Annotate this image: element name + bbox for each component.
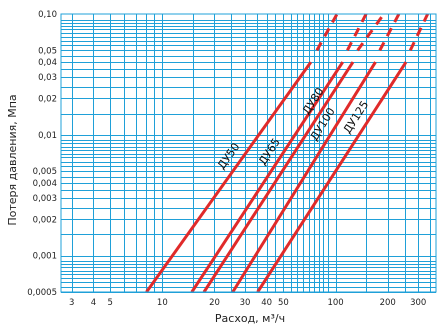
x-tick-label: 200 [380,298,396,308]
series-line [231,61,377,293]
y-tick-label: 0,01 [38,131,57,141]
x-tick-label: 100 [327,298,343,308]
y-tick-label: 0,002 [33,215,57,225]
grid-layer [61,14,436,293]
y-tick-label: 0,004 [33,179,57,189]
y-tick-label: 0,001 [33,252,57,262]
series-layer [145,13,429,293]
plot-frame [60,13,437,293]
series-line [256,61,408,293]
x-tick-label: 50 [278,298,289,308]
series-line-dashed [346,13,368,52]
x-tick-label: 300 [410,298,426,308]
series-line-dashed [315,13,339,52]
y-tick-label: 0,005 [33,167,57,177]
x-tick-label: 30 [240,298,251,308]
series-line [145,61,313,293]
series-line [202,61,355,293]
series-line-dashed [356,13,386,52]
y-tick-label: 0,0005 [27,288,57,298]
x-tick-label: 40 [261,298,272,308]
x-tick-label: 20 [209,298,220,308]
y-tick-label: 0,05 [38,46,57,56]
y-tick-label: 0,003 [33,194,57,204]
y-tick-label: 0,10 [38,10,57,20]
series-line-dashed [378,13,401,52]
x-tick-label: 4 [91,298,96,308]
y-tick-label: 0,04 [38,58,57,68]
y-tick-label: 0,03 [38,73,57,83]
series-line [190,61,344,293]
series-label: ДУ50 [215,141,243,172]
x-tick-label: 5 [107,298,112,308]
y-tick-label: 0,02 [38,94,57,104]
y-axis-title: Потеря давления, Мпа [6,94,19,225]
series-line-dashed [408,13,429,52]
x-tick-label: 10 [157,298,168,308]
x-axis-title: Расход, м³/ч [215,312,285,325]
x-tick-label: 3 [69,298,74,308]
